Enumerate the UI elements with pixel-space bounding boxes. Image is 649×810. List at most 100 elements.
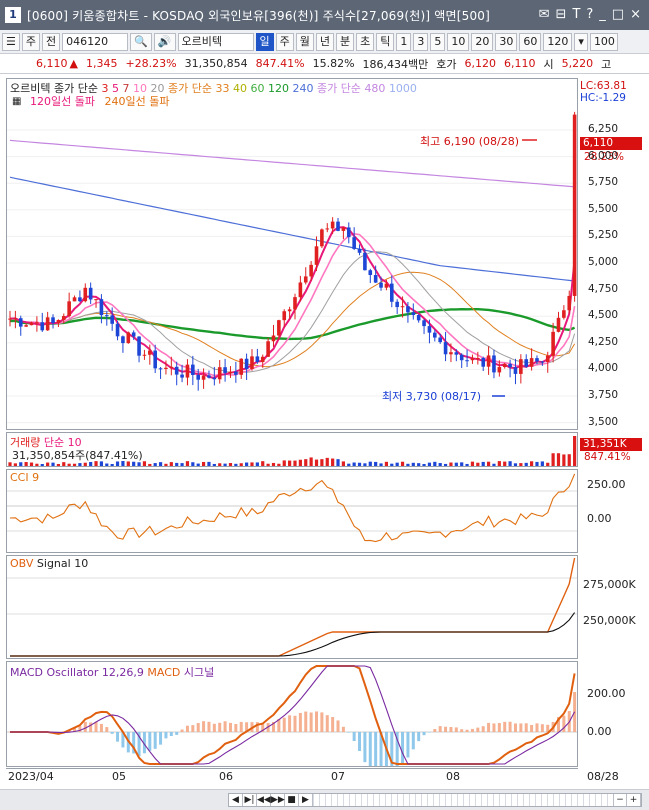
macd-histogram-bar bbox=[535, 723, 539, 732]
interval-3-button[interactable]: 3 bbox=[413, 32, 429, 51]
candle-body bbox=[352, 237, 356, 249]
scroll-fast-forward-button[interactable]: ▶▶ bbox=[271, 794, 285, 806]
close-icon[interactable]: × bbox=[630, 7, 641, 22]
price-chart-pane[interactable] bbox=[6, 78, 578, 430]
cci-pane[interactable] bbox=[6, 469, 578, 553]
volume-bar bbox=[347, 463, 351, 466]
candle-body bbox=[422, 320, 426, 327]
macd-histogram-bar bbox=[390, 732, 394, 772]
period-type-select[interactable]: 전 bbox=[42, 32, 61, 51]
macd-histogram-bar bbox=[159, 732, 163, 745]
price-tick-label: 4,250 bbox=[588, 335, 619, 348]
x-label-07: 07 bbox=[331, 770, 345, 783]
scroll-track[interactable] bbox=[313, 794, 613, 806]
scroll-fast-back-button[interactable]: ◀◀ bbox=[257, 794, 271, 806]
candle-body bbox=[416, 315, 421, 321]
interval-20-button[interactable]: 20 bbox=[471, 32, 494, 51]
period-year-button[interactable]: 년 bbox=[315, 32, 335, 51]
chart-scroll-control[interactable]: ◀ ▶| ◀◀ ▶▶ ■ ▶ − + bbox=[228, 793, 642, 807]
price-tick-label: 5,750 bbox=[588, 176, 619, 189]
stock-name-field[interactable]: 오르비텍 bbox=[177, 32, 254, 51]
volume-bar bbox=[245, 462, 249, 466]
play-button[interactable]: ▶ bbox=[299, 794, 313, 806]
volume-bar bbox=[508, 461, 512, 466]
macd-pane[interactable] bbox=[6, 661, 578, 772]
candle-body bbox=[110, 315, 114, 324]
volume-pane[interactable] bbox=[6, 432, 578, 467]
interval-120-button[interactable]: 120 bbox=[543, 32, 573, 51]
macd-histogram-bar bbox=[562, 715, 566, 732]
layout-icon[interactable]: ⊟ bbox=[555, 7, 567, 22]
macd-histogram-bar bbox=[142, 732, 146, 754]
volume-bar bbox=[271, 462, 276, 466]
search-icon[interactable]: 🔍 bbox=[130, 32, 152, 51]
sound-icon[interactable]: 🔊 bbox=[153, 32, 176, 51]
volume-bar bbox=[164, 463, 168, 466]
volume-bar bbox=[411, 462, 415, 466]
ask-price: 6,120 bbox=[464, 57, 497, 70]
volume-bar bbox=[395, 462, 399, 466]
volume-bar bbox=[492, 463, 496, 466]
obv-pane[interactable] bbox=[6, 555, 578, 659]
volume-bar bbox=[556, 453, 561, 466]
bottom-navigation-bar: ◀ ▶| ◀◀ ▶▶ ■ ▶ − + bbox=[0, 789, 649, 810]
macd-histogram-bar bbox=[444, 726, 448, 732]
volume-bar bbox=[132, 461, 136, 466]
volume-bar bbox=[293, 460, 297, 466]
volume-bar bbox=[363, 463, 367, 466]
toolbar-menu-icon[interactable]: ☰ bbox=[2, 32, 20, 51]
toolbar-dropdown-icon[interactable]: ▾ bbox=[574, 32, 588, 51]
macd-histogram-bar bbox=[401, 732, 405, 766]
period-second-button[interactable]: 초 bbox=[356, 32, 375, 51]
macd-histogram-bar bbox=[503, 721, 507, 732]
candle-body bbox=[540, 361, 545, 363]
interval-30-button[interactable]: 30 bbox=[495, 32, 518, 51]
period-minute-button[interactable]: 분 bbox=[336, 32, 355, 51]
volume-bar bbox=[406, 463, 410, 466]
macd-histogram-bar bbox=[288, 715, 292, 732]
candle-body bbox=[309, 264, 313, 277]
count-input[interactable]: 100 bbox=[589, 32, 618, 51]
interval-1-button[interactable]: 1 bbox=[396, 32, 412, 51]
candle-body bbox=[61, 316, 66, 321]
maximize-icon[interactable]: □ bbox=[611, 7, 625, 22]
interval-5-button[interactable]: 5 bbox=[430, 32, 446, 51]
legend-ma33: 33 bbox=[215, 82, 230, 95]
minimize-icon[interactable]: _ bbox=[599, 7, 606, 22]
volume-bar bbox=[497, 461, 501, 466]
macd-histogram-bar bbox=[153, 732, 157, 749]
period-day-button[interactable]: 일 bbox=[255, 32, 274, 51]
macd-histogram-bar bbox=[175, 732, 179, 735]
scroll-prev-button[interactable]: ◀ bbox=[229, 794, 243, 806]
candle-body bbox=[330, 221, 335, 229]
interval-10-button[interactable]: 10 bbox=[447, 32, 470, 51]
grid-icon[interactable]: ▦ bbox=[12, 96, 22, 107]
macd-histogram-bar bbox=[191, 725, 195, 732]
zoom-out-button[interactable]: − bbox=[613, 794, 627, 806]
candle-body bbox=[502, 363, 507, 368]
candle-body bbox=[223, 367, 227, 374]
period-tick-button[interactable]: 틱 bbox=[376, 32, 395, 51]
interval-60-button[interactable]: 60 bbox=[519, 32, 542, 51]
period-month-button[interactable]: 월 bbox=[295, 32, 314, 51]
period-week-button[interactable]: 주 bbox=[275, 32, 294, 51]
candle-body bbox=[459, 354, 464, 361]
candle-body bbox=[449, 352, 453, 355]
x-label-05: 05 bbox=[112, 770, 126, 783]
volume-bar bbox=[449, 462, 453, 466]
candle-body bbox=[400, 306, 405, 308]
stop-button[interactable]: ■ bbox=[285, 794, 299, 806]
help-icon[interactable]: ? bbox=[586, 7, 594, 22]
mail-icon[interactable]: ✉ bbox=[538, 7, 550, 22]
candle-body bbox=[470, 358, 475, 361]
stock-code-input[interactable]: 046120 bbox=[62, 32, 129, 51]
zoom-in-button[interactable]: + bbox=[627, 794, 641, 806]
scroll-end-button[interactable]: ▶| bbox=[243, 794, 257, 806]
volume-bar bbox=[562, 454, 566, 466]
volume-bar bbox=[207, 461, 211, 466]
candle-body bbox=[78, 297, 82, 302]
text-icon[interactable]: T bbox=[572, 7, 581, 22]
market-select[interactable]: 주 bbox=[21, 32, 40, 51]
macd-histogram-bar bbox=[245, 722, 249, 732]
macd-osc-label: MACD Oscillator 12,26,9 bbox=[10, 666, 144, 679]
